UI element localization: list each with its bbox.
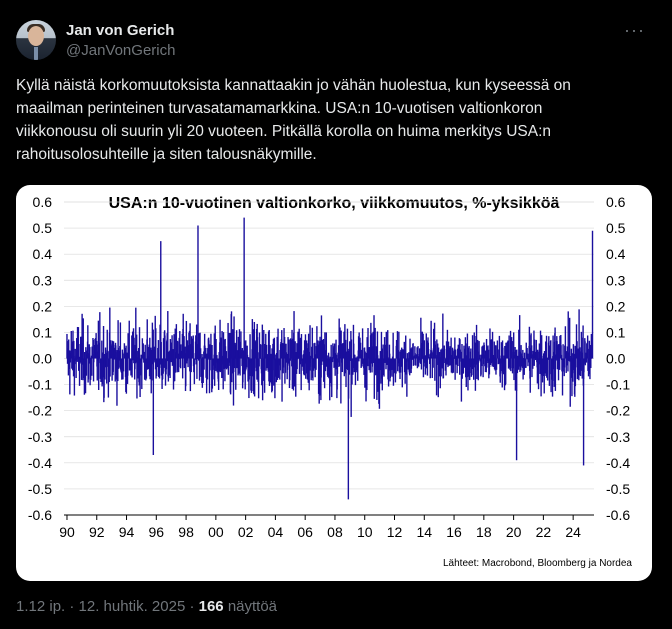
- y-tick-label-right: -0.2: [606, 403, 630, 419]
- y-tick-label-left: 0.3: [33, 272, 53, 288]
- tweet-meta: 1.12 ip. · 12. huhtik. 2025 · 166 näyttö…: [16, 598, 277, 615]
- timestamp[interactable]: 1.12 ip. · 12. huhtik. 2025 ·: [16, 598, 199, 615]
- y-tick-label-left: 0.5: [33, 220, 53, 236]
- y-tick-label-right: 0.6: [606, 194, 626, 210]
- y-tick-label-right: 0.5: [606, 220, 626, 236]
- tweet-line: maailman perinteinen turvasatamamarkkina…: [16, 100, 543, 117]
- x-tick-label: 06: [297, 524, 313, 540]
- more-dots-icon[interactable]: ···: [624, 20, 645, 40]
- y-tick-label-left: -0.6: [28, 507, 52, 523]
- tweet-line: Kyllä näistä korkomuutoksista kannattaak…: [16, 77, 571, 94]
- weekly-change-chart: USA:n 10-vuotinen valtionkorko, viikkomu…: [28, 194, 633, 569]
- y-tick-label-right: -0.5: [606, 481, 630, 497]
- avatar[interactable]: [16, 20, 56, 60]
- y-tick-label-left: -0.3: [28, 429, 52, 445]
- x-tick-label: 98: [178, 524, 194, 540]
- tweet-line: viikkonousu oli suurin yli 20 vuoteen. P…: [16, 123, 551, 140]
- views-label: näyttöä: [223, 598, 278, 615]
- y-tick-label-left: -0.2: [28, 403, 52, 419]
- x-tick-label: 00: [208, 524, 224, 540]
- tweet-line: rahoitusolosuhteille ja siten talousnäky…: [16, 146, 317, 163]
- x-tick-label: 14: [416, 524, 432, 540]
- y-tick-label-right: 0.4: [606, 246, 626, 262]
- author-name[interactable]: Jan von Gerich: [66, 22, 175, 39]
- x-tick-label: 94: [119, 524, 135, 540]
- chart-image[interactable]: USA:n 10-vuotinen valtionkorko, viikkomu…: [16, 185, 652, 581]
- x-tick-label: 90: [59, 524, 75, 540]
- chart-source: Lähteet: Macrobond, Bloomberg ja Nordea: [443, 558, 632, 569]
- y-tick-label-left: 0.2: [33, 298, 53, 314]
- x-tick-label: 20: [506, 524, 522, 540]
- x-tick-label: 22: [536, 524, 552, 540]
- y-tick-label-right: -0.1: [606, 377, 630, 393]
- y-tick-label-right: 0.2: [606, 298, 626, 314]
- x-tick-label: 10: [357, 524, 373, 540]
- x-tick-label: 02: [238, 524, 254, 540]
- y-tick-label-right: -0.4: [606, 455, 630, 471]
- x-tick-label: 92: [89, 524, 105, 540]
- x-tick-label: 12: [387, 524, 403, 540]
- x-tick-label: 16: [446, 524, 462, 540]
- y-tick-label-left: -0.5: [28, 481, 52, 497]
- y-tick-label-left: 0.1: [33, 324, 53, 340]
- y-tick-label-right: -0.6: [606, 507, 630, 523]
- y-tick-label-left: 0.0: [33, 351, 53, 367]
- views-count: 166: [198, 598, 224, 615]
- y-tick-label-left: 0.4: [33, 246, 53, 262]
- author-handle[interactable]: @JanVonGerich: [66, 42, 176, 59]
- y-tick-label-left: -0.4: [28, 455, 52, 471]
- x-tick-label: 08: [327, 524, 343, 540]
- x-tick-label: 24: [565, 524, 581, 540]
- y-tick-label-right: 0.1: [606, 324, 626, 340]
- x-tick-label: 04: [268, 524, 284, 540]
- y-tick-label-right: 0.0: [606, 351, 626, 367]
- y-tick-label-left: 0.6: [33, 194, 53, 210]
- y-tick-label-left: -0.1: [28, 377, 52, 393]
- tweet-text: Kyllä näistä korkomuutoksista kannattaak…: [16, 74, 652, 166]
- chart-title: USA:n 10-vuotinen valtionkorko, viikkomu…: [109, 195, 560, 212]
- y-tick-label-right: -0.3: [606, 429, 630, 445]
- y-tick-label-right: 0.3: [606, 272, 626, 288]
- x-tick-label: 18: [476, 524, 492, 540]
- x-tick-label: 96: [149, 524, 165, 540]
